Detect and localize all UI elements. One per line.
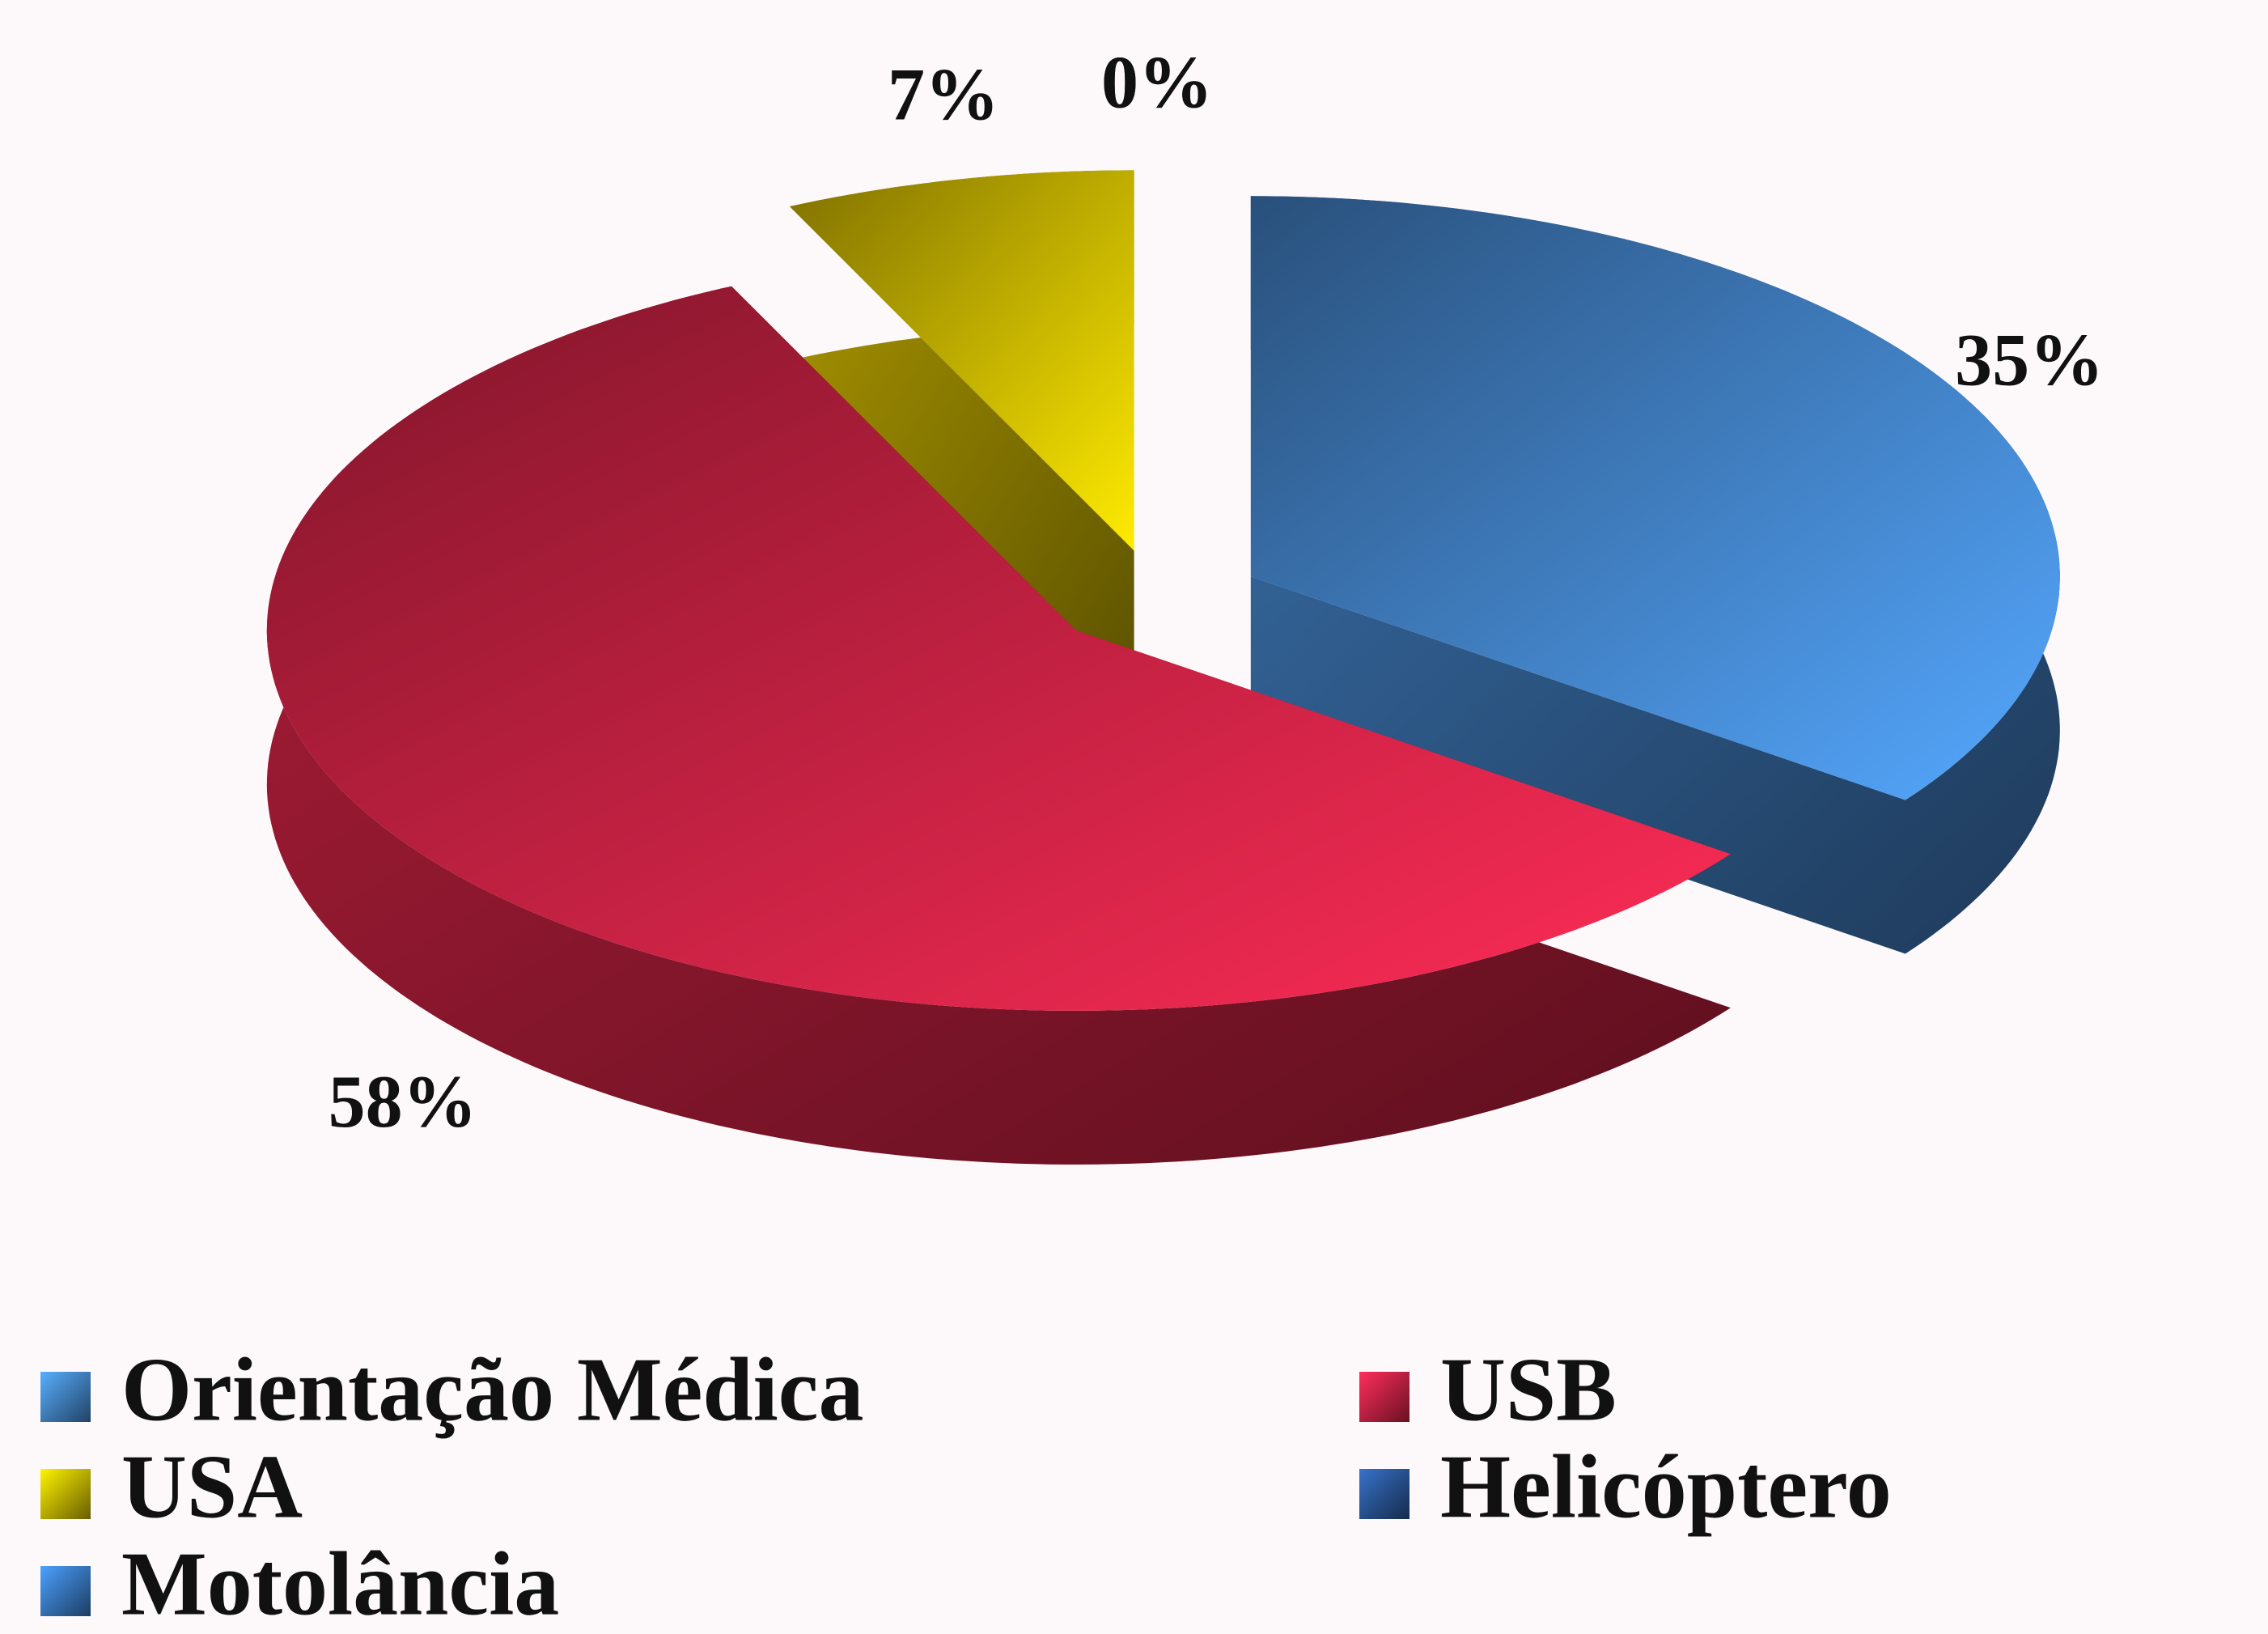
slice-top bbox=[266, 286, 1731, 1011]
legend-label: Orientação Médica bbox=[121, 1340, 864, 1441]
value-label: 0% bbox=[1101, 40, 1213, 123]
value-label: 58% bbox=[329, 1060, 477, 1143]
value-label: 35% bbox=[1955, 319, 2104, 401]
legend-label: USB bbox=[1440, 1340, 1617, 1441]
legend-swatch bbox=[40, 1372, 91, 1422]
value-label: 7% bbox=[888, 53, 999, 136]
legend-label: Helicóptero bbox=[1440, 1437, 1892, 1538]
legend-swatch bbox=[1359, 1372, 1410, 1422]
legend-swatch bbox=[40, 1566, 91, 1616]
legend-swatch bbox=[1359, 1469, 1410, 1519]
slice-top bbox=[789, 170, 1134, 551]
slice-side bbox=[266, 286, 1731, 1165]
legend-swatch bbox=[40, 1469, 91, 1519]
slice-top bbox=[1250, 196, 2060, 800]
value-label: 0% bbox=[1101, 40, 1213, 123]
legend-label: USA bbox=[121, 1437, 303, 1538]
legend-label: Motolância bbox=[121, 1534, 559, 1634]
